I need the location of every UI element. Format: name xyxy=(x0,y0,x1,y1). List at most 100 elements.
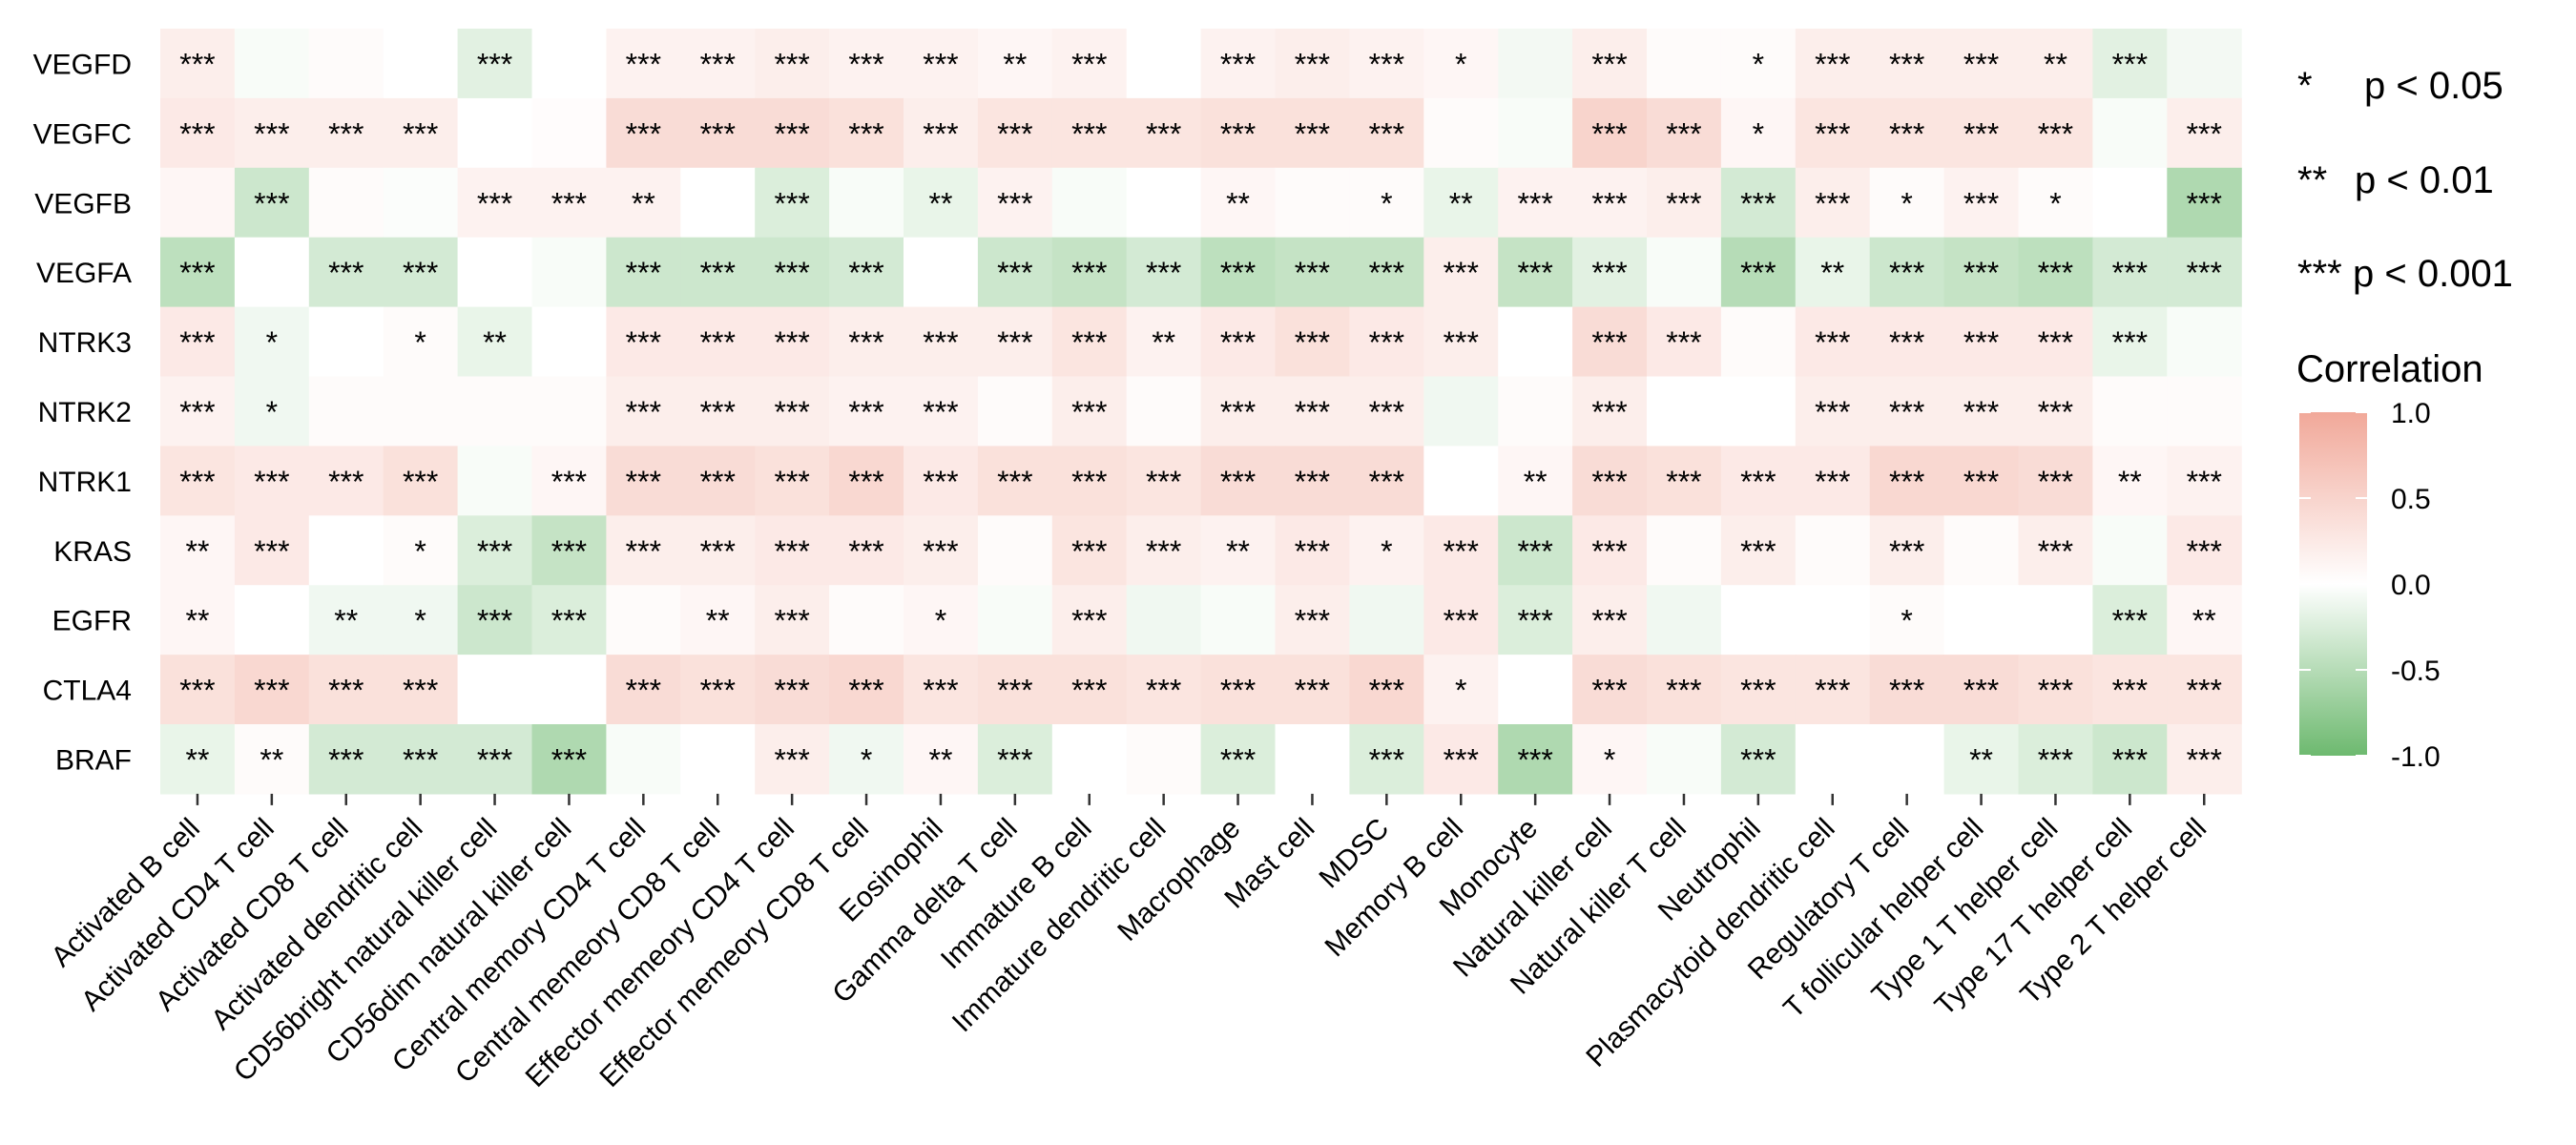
significance-mark: *** xyxy=(1591,395,1627,429)
significance-mark: ** xyxy=(1226,534,1250,569)
heatmap-cell xyxy=(234,376,310,447)
heatmap-cell xyxy=(308,306,384,378)
row-label: NTRK3 xyxy=(38,327,132,359)
significance-mark: ** xyxy=(1820,256,1844,290)
row-labels: VEGFD VEGFC VEGFB VEGFA NTRK3 NTRK2 NTRK1 KRAS E… xyxy=(33,49,132,776)
heatmap-cell xyxy=(1572,29,1648,99)
significance-mark: *** xyxy=(700,116,736,151)
heatmap-cell xyxy=(606,446,681,516)
heatmap-cell xyxy=(606,167,681,239)
significance-mark: *** xyxy=(1889,256,1924,290)
significance-mark: *** xyxy=(923,534,958,569)
significance-mark: *** xyxy=(477,186,512,220)
heatmap-cell xyxy=(234,655,310,725)
colorbar-tick-label: 1.0 xyxy=(2391,398,2431,429)
colorbar-tick-label: -0.5 xyxy=(2391,656,2441,687)
heatmap-cell xyxy=(1869,515,1945,586)
heatmap-cell xyxy=(1423,585,1499,656)
heatmap-cell xyxy=(904,97,979,169)
significance-mark: *** xyxy=(1295,116,1330,151)
heatmap-cell xyxy=(234,446,310,516)
significance-mark: *** xyxy=(2187,465,2222,499)
heatmap-cell xyxy=(531,724,607,795)
heatmap-cell xyxy=(1572,376,1648,447)
significance-mark: ** xyxy=(260,742,283,777)
significance-mark: *** xyxy=(1369,256,1404,290)
heatmap-cell xyxy=(234,724,310,795)
heatmap-cell xyxy=(829,237,904,308)
significance-mark: *** xyxy=(1591,325,1627,360)
significance-mark: *** xyxy=(254,465,289,499)
significance-mark: *** xyxy=(1591,47,1627,81)
significance-mark: *** xyxy=(1591,116,1627,151)
heatmap-cell xyxy=(680,376,756,447)
row-label: BRAF xyxy=(55,744,132,776)
significance-mark: ** xyxy=(928,742,952,777)
heatmap-cell xyxy=(1126,376,1202,447)
heatmap-cell xyxy=(1795,376,1871,447)
heatmap-cell xyxy=(234,585,310,656)
heatmap-cell xyxy=(531,515,607,586)
heatmap-cell xyxy=(1423,724,1499,795)
significance-mark: * xyxy=(1901,604,1912,638)
significance-mark: * xyxy=(414,325,426,360)
heatmap-cell xyxy=(1795,237,1871,308)
heatmap-cell xyxy=(1126,515,1202,586)
heatmap-cell xyxy=(2167,724,2242,795)
heatmap-cell xyxy=(1498,376,1573,447)
significance-mark: *** xyxy=(1517,186,1552,220)
significance-mark: *** xyxy=(1591,534,1627,569)
heatmap-cell xyxy=(755,237,830,308)
significance-mark: *** xyxy=(1740,674,1776,708)
heatmap-cell xyxy=(606,655,681,725)
heatmap-cell xyxy=(1943,515,2020,586)
heatmap-cell xyxy=(1498,97,1573,169)
significance-mark: *** xyxy=(848,465,883,499)
significance-mark: *** xyxy=(1071,116,1107,151)
heatmap-cell xyxy=(1572,515,1648,586)
significance-mark: *** xyxy=(848,674,883,708)
heatmap-cell xyxy=(383,306,459,378)
heatmap-cell xyxy=(1200,585,1277,656)
significance-mark: *** xyxy=(1146,256,1181,290)
significance-mark: *** xyxy=(1591,186,1627,220)
heatmap-cell xyxy=(1572,167,1648,239)
heatmap-cell xyxy=(977,585,1053,656)
significance-mark: *** xyxy=(1666,674,1701,708)
significance-mark: *** xyxy=(2187,742,2222,777)
significance-mark: * xyxy=(1455,674,1466,708)
significance-mark: ** xyxy=(483,325,507,360)
significance-mark: ** xyxy=(334,604,358,638)
heatmap-cell xyxy=(1498,585,1573,656)
sig-symbol-3: *** xyxy=(2297,253,2342,295)
row-label: VEGFB xyxy=(34,188,132,219)
heatmap-cell xyxy=(1720,97,1797,169)
heatmap-cell xyxy=(1795,29,1871,99)
significance-mark: *** xyxy=(1071,534,1107,569)
significance-mark: *** xyxy=(923,465,958,499)
heatmap-cell xyxy=(1051,585,1128,656)
heatmap-cell xyxy=(1349,724,1424,795)
row-label: VEGFD xyxy=(33,49,132,80)
significance-mark: *** xyxy=(328,256,364,290)
heatmap-cell xyxy=(531,29,607,99)
significance-mark: *** xyxy=(1889,465,1924,499)
sig-symbol-2: ** xyxy=(2297,159,2327,201)
significance-mark: *** xyxy=(1815,116,1850,151)
heatmap-cell xyxy=(2167,655,2242,725)
heatmap-cell xyxy=(829,29,904,99)
heatmap-cell xyxy=(1200,515,1277,586)
heatmap-cell xyxy=(1943,29,2020,99)
significance-mark: *** xyxy=(1517,604,1552,638)
heatmap-cell xyxy=(2092,655,2168,725)
heatmap-cell xyxy=(1200,306,1277,378)
heatmap-cell xyxy=(531,167,607,239)
significance-mark: *** xyxy=(1591,604,1627,638)
significance-mark: *** xyxy=(2038,395,2073,429)
significance-mark: *** xyxy=(2038,742,2073,777)
significance-mark: *** xyxy=(1295,674,1330,708)
significance-mark: * xyxy=(935,604,946,638)
heatmap-cell xyxy=(2018,724,2093,795)
significance-mark: *** xyxy=(254,116,289,151)
significance-mark: *** xyxy=(626,465,661,499)
